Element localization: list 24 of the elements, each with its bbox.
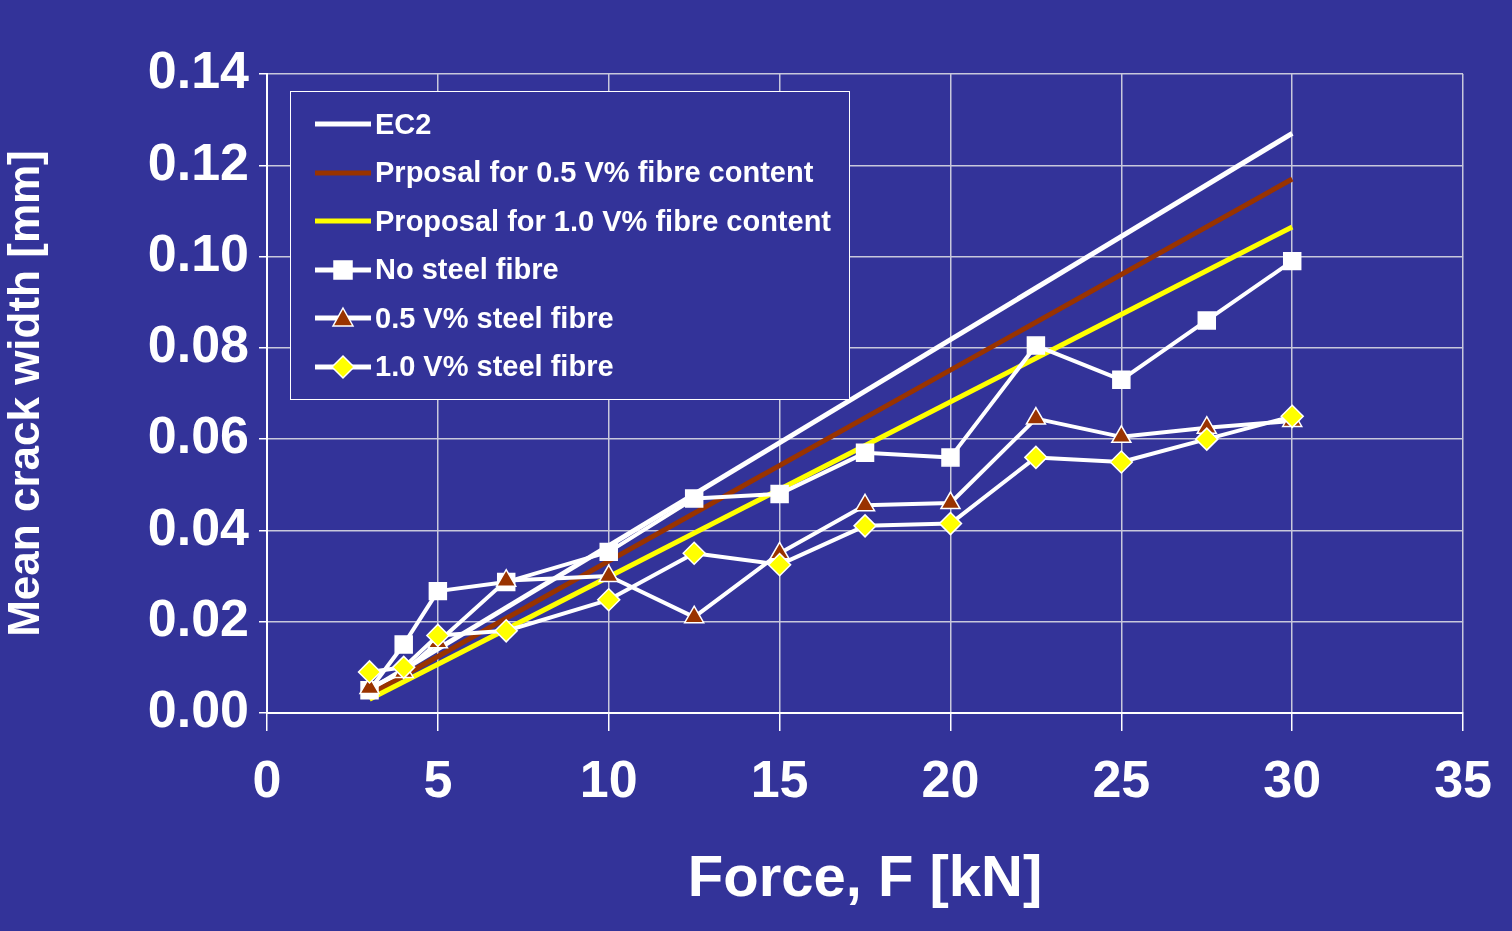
x-tick-label: 20 bbox=[921, 749, 980, 808]
y-tick-label: 0.14 bbox=[147, 41, 250, 100]
x-tick-label: 35 bbox=[1434, 749, 1492, 808]
y-tick-label: 0.02 bbox=[147, 589, 249, 648]
x-axis-title: Force, F [kN] bbox=[687, 843, 1043, 909]
y-tick-label: 0.00 bbox=[147, 680, 249, 739]
x-tick-label: 10 bbox=[579, 749, 638, 808]
y-tick-label: 0.12 bbox=[147, 132, 249, 191]
y-tick-label: 0.08 bbox=[147, 315, 249, 374]
x-tick-label: 25 bbox=[1092, 749, 1151, 808]
legend-label: Prposal for 0.5 V% fibre content bbox=[375, 156, 814, 190]
legend-label: 0.5 V% steel fibre bbox=[375, 301, 614, 335]
y-tick-label: 0.10 bbox=[147, 223, 249, 282]
x-tick-label: 30 bbox=[1263, 749, 1322, 808]
x-tick-label: 0 bbox=[252, 749, 282, 808]
y-tick-label: 0.06 bbox=[147, 406, 249, 465]
legend-label: EC2 bbox=[375, 107, 432, 141]
y-tick-label: 0.04 bbox=[147, 497, 250, 556]
x-tick-label: 15 bbox=[750, 749, 809, 808]
x-tick-label: 5 bbox=[423, 749, 453, 808]
legend-label: 1.0 V% steel fibre bbox=[375, 350, 614, 384]
legend-label: No steel fibre bbox=[375, 253, 559, 287]
legend-label: Proposal for 1.0 V% fibre content bbox=[375, 204, 832, 238]
y-axis-title: Mean crack width [mm] bbox=[0, 150, 48, 637]
